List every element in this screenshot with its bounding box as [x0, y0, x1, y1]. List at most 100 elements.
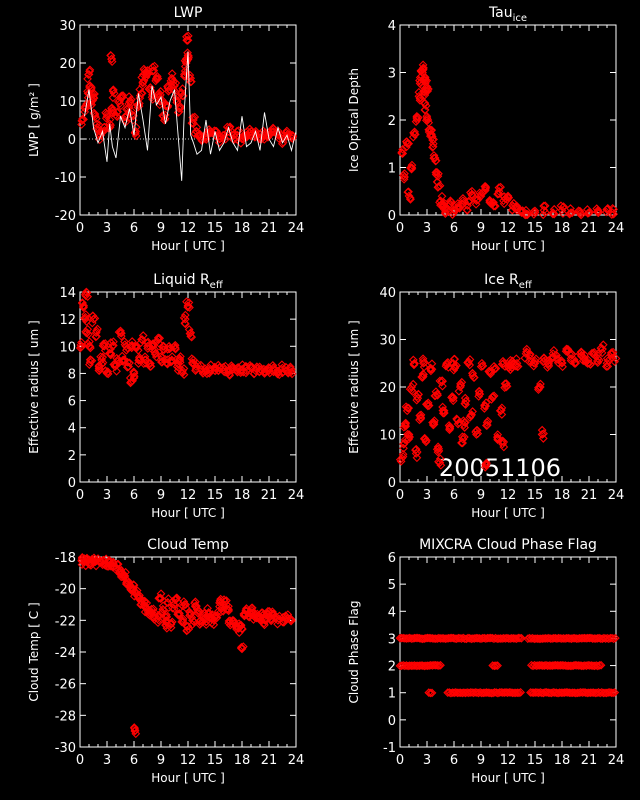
- data-point-cluster: [419, 75, 429, 85]
- data-point-cluster: [107, 105, 117, 115]
- data-point-cluster: [82, 288, 92, 298]
- data-point-cluster: [268, 607, 277, 617]
- data-point-cluster: [401, 421, 410, 431]
- data-point-cluster: [457, 438, 466, 448]
- data-point-cluster: [489, 198, 498, 207]
- data-point-cluster: [397, 147, 407, 157]
- data-point: [167, 73, 177, 83]
- data-point-cluster: [583, 208, 593, 218]
- x-tick-label: 15: [207, 221, 224, 236]
- data-point-cluster: [503, 193, 512, 202]
- data-point-cluster: [106, 349, 116, 358]
- data-point-cluster: [513, 362, 523, 371]
- data-point-cluster: [82, 99, 91, 109]
- data-point: [607, 633, 617, 643]
- data-point-cluster: [178, 614, 188, 624]
- data-point-cluster: [191, 364, 201, 374]
- y-tick-label: 0: [68, 133, 76, 148]
- data-point-cluster: [200, 364, 210, 374]
- x-tick-label: 12: [500, 753, 517, 768]
- data-point-cluster: [553, 358, 563, 368]
- data-point-cluster: [122, 578, 132, 588]
- data-point-cluster: [112, 366, 121, 376]
- data-point-cluster: [114, 327, 124, 337]
- x-tick-label: 21: [581, 221, 598, 236]
- data-point-cluster: [260, 615, 269, 625]
- x-tick-label: 18: [554, 488, 571, 503]
- data-point-cluster: [416, 410, 426, 420]
- data-point-cluster: [426, 366, 436, 376]
- data-point-cluster: [431, 391, 440, 401]
- data-point-cluster: [464, 196, 474, 206]
- data-point-cluster: [150, 349, 160, 359]
- data-point-cluster: [577, 351, 586, 361]
- data-point: [421, 101, 431, 111]
- data-point-cluster: [404, 139, 414, 149]
- data-point-cluster: [491, 364, 501, 373]
- y-tick-label: 10: [379, 429, 396, 444]
- data-point-cluster: [457, 199, 467, 209]
- data-point-cluster: [154, 615, 164, 625]
- data-point-cluster: [167, 69, 177, 78]
- data-point-cluster: [218, 131, 228, 140]
- data-point-cluster: [427, 359, 437, 369]
- data-point-cluster: [178, 616, 187, 626]
- data-point-cluster: [126, 95, 136, 104]
- data-point-cluster: [408, 387, 418, 396]
- data-point-cluster: [498, 356, 508, 366]
- data-point-cluster: [435, 181, 445, 191]
- data-point-cluster: [418, 64, 428, 74]
- data-point-cluster: [420, 433, 430, 443]
- data-point-cluster: [85, 357, 95, 367]
- data-point-cluster: [445, 199, 455, 209]
- data-point: [515, 633, 525, 643]
- data-point-cluster: [176, 352, 185, 361]
- data-point-cluster: [556, 356, 566, 365]
- data-point-cluster: [433, 177, 442, 187]
- y-tick-label: -28: [55, 709, 76, 724]
- data-point-cluster: [494, 183, 504, 192]
- data-point-cluster: [83, 339, 93, 349]
- data-point-cluster: [180, 319, 190, 329]
- data-point: [412, 392, 422, 401]
- data-point-cluster: [108, 86, 118, 96]
- data-point-cluster: [108, 93, 118, 103]
- data-point-cluster: [109, 337, 118, 347]
- data-point-cluster: [148, 62, 157, 72]
- data-point-cluster: [147, 341, 157, 351]
- data-point-cluster: [123, 362, 133, 371]
- data-point-cluster: [277, 360, 287, 370]
- data-point-cluster: [416, 66, 426, 76]
- data-point-cluster: [130, 128, 140, 137]
- data-point-cluster: [116, 328, 126, 338]
- x-tick-label: 9: [477, 753, 485, 768]
- data-point: [413, 633, 423, 643]
- x-tick-label: 15: [207, 488, 224, 503]
- data-point-cluster: [134, 356, 144, 365]
- data-point-cluster: [131, 342, 141, 352]
- y-tick-label: 4: [68, 422, 76, 437]
- data-point-cluster: [89, 89, 99, 98]
- data-point-cluster: [418, 369, 428, 379]
- data-point-cluster: [497, 410, 507, 419]
- data-point-cluster: [281, 611, 291, 621]
- data-point-cluster: [182, 35, 192, 45]
- data-point-cluster: [487, 395, 496, 404]
- data-point-cluster: [219, 595, 229, 605]
- data-point-cluster: [476, 362, 486, 371]
- data-point-cluster: [179, 370, 189, 379]
- data-point-cluster: [172, 593, 182, 603]
- data-point-cluster: [505, 359, 515, 369]
- y-tick-label: 3: [388, 632, 396, 647]
- data-point: [516, 687, 525, 697]
- data-point-cluster: [87, 318, 97, 328]
- chart-title: Liquid Reff: [153, 272, 224, 291]
- data-point-cluster: [452, 203, 462, 213]
- data-point-cluster: [482, 418, 492, 428]
- y-tick-label: -1: [383, 741, 396, 756]
- data-point-cluster: [496, 182, 505, 192]
- x-tick-label: 0: [396, 753, 404, 768]
- x-tick-label: 12: [180, 221, 197, 236]
- x-tick-label: 6: [450, 753, 458, 768]
